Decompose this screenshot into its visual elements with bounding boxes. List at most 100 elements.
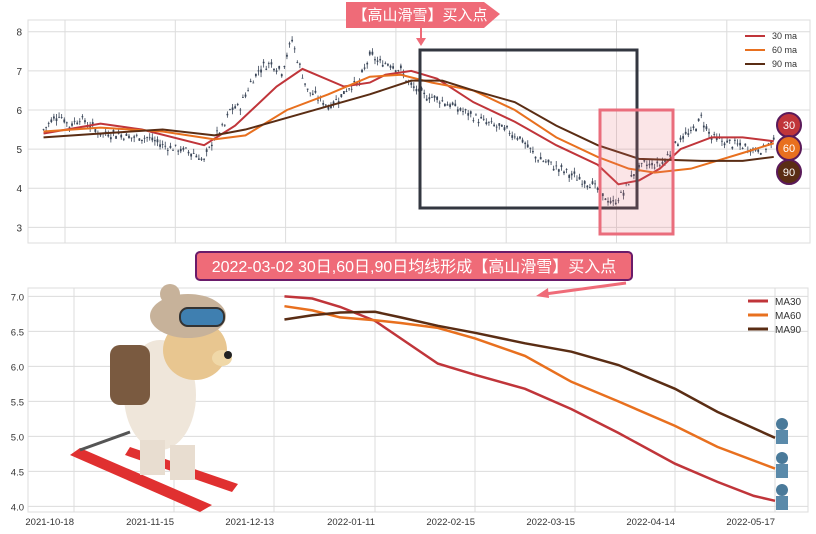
ma-line-MA30 <box>284 295 776 503</box>
candle-body <box>288 43 291 45</box>
candle-body <box>739 142 741 146</box>
candle-body <box>495 126 498 128</box>
candle-body <box>477 121 480 124</box>
candle-body <box>658 165 661 167</box>
candle-body <box>583 181 586 184</box>
candle-body <box>63 119 66 123</box>
candle-body <box>550 161 552 163</box>
candle-body <box>469 111 472 114</box>
candle-body <box>622 192 625 196</box>
y-tick-label: 5.0 <box>11 432 24 443</box>
candle-body <box>174 144 177 146</box>
candle-body <box>109 137 112 140</box>
candle-body <box>736 143 739 145</box>
candle-body <box>286 54 288 57</box>
candle-body <box>190 153 193 157</box>
badge-90: 90 <box>776 159 802 185</box>
candle-body <box>741 148 744 149</box>
candle-body <box>247 90 249 92</box>
candle-body <box>260 69 262 73</box>
candle-body <box>291 39 294 42</box>
candle-body <box>689 129 692 131</box>
candle-body <box>71 123 73 126</box>
y-tick-label: 6.5 <box>11 327 24 338</box>
candle-body <box>607 200 609 203</box>
candle-body <box>216 130 218 132</box>
ma-line-MA90 <box>284 310 776 439</box>
candle-body <box>537 160 540 162</box>
bottom-label-text: 2022-03-02 30日,60日,90日均线形成【高山滑雪】买入点 <box>212 258 617 276</box>
candle-body <box>412 86 415 88</box>
candle-body <box>311 93 314 95</box>
candle-body <box>586 185 589 188</box>
candle-body <box>343 91 345 94</box>
candle-body <box>304 83 306 85</box>
skiing-dog-illustration <box>70 284 238 512</box>
candle-body <box>661 161 664 164</box>
candle-body <box>695 128 697 132</box>
candle-body <box>151 137 154 141</box>
x-tick-label: 2022-01-11 <box>327 517 375 528</box>
candle-body <box>627 184 630 186</box>
y-tick-label: 3 <box>16 223 22 234</box>
x-tick-label: 2021-11-15 <box>126 517 174 528</box>
ma-line-60-ma <box>43 73 775 174</box>
candle-body <box>443 103 446 106</box>
candle-body <box>192 153 195 154</box>
top-label-text: 【高山滑雪】买入点 <box>352 7 487 24</box>
candle-body <box>506 125 508 128</box>
candle-body <box>68 126 71 128</box>
candle-body <box>682 136 685 139</box>
candle-body <box>656 161 659 164</box>
candle-body <box>410 82 413 85</box>
legend-label: MA90 <box>775 325 802 336</box>
candle-body <box>708 131 710 134</box>
candle-body <box>198 158 200 160</box>
y-tick-label: 7.0 <box>11 292 24 303</box>
candle-body <box>306 88 309 90</box>
candle-body <box>721 140 723 142</box>
candle-body <box>542 161 545 163</box>
candle-body <box>143 137 146 139</box>
candle-body <box>355 81 358 85</box>
candle-body <box>519 136 521 139</box>
svg-text:30: 30 <box>783 120 795 132</box>
candle-body <box>723 143 726 146</box>
candle-body <box>223 124 226 126</box>
highlight-box-dark <box>418 48 639 210</box>
candle-body <box>229 109 231 110</box>
x-tick-label: 2022-05-17 <box>726 517 775 528</box>
candle-body <box>684 131 687 134</box>
candle-body <box>387 64 389 66</box>
candle-body <box>208 146 211 148</box>
candle-body <box>148 137 151 139</box>
candle-body <box>278 66 281 69</box>
pointer-arrow-icon <box>544 281 627 296</box>
highlight-box-pink <box>598 108 675 236</box>
candle-body <box>617 200 620 202</box>
candle-body <box>563 171 565 174</box>
candle-body <box>405 80 407 82</box>
candle-body <box>236 104 239 105</box>
candle-body <box>76 122 79 125</box>
svg-text:60: 60 <box>783 143 795 155</box>
candle-body <box>120 134 123 138</box>
candle-body <box>744 143 747 146</box>
candle-body <box>138 138 141 141</box>
candle-body <box>348 88 350 90</box>
candle-body <box>614 202 617 205</box>
candle-body <box>643 160 646 162</box>
candle-body <box>581 183 584 185</box>
candle-body <box>309 92 312 94</box>
candle-body <box>702 125 705 128</box>
candle-body <box>464 109 467 111</box>
candle-body <box>115 136 117 139</box>
candle-body <box>381 64 384 67</box>
candle-body <box>125 133 128 136</box>
candle-body <box>513 136 516 138</box>
y-tick-label: 7 <box>16 67 22 78</box>
x-tick-label: 2021-12-13 <box>225 517 274 528</box>
candle-body <box>456 109 459 112</box>
x-tick-label: 2022-02-15 <box>426 517 475 528</box>
